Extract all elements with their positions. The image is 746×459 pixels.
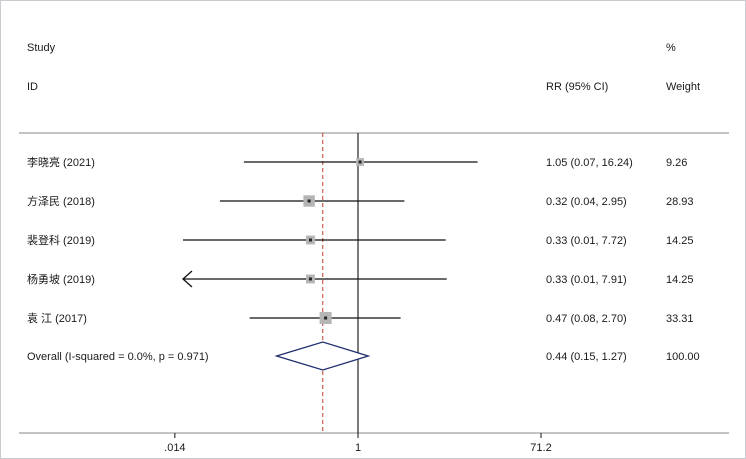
header-weight: Weight [666,81,700,93]
header-id: ID [27,81,38,93]
header-weight-symbol: % [666,42,676,54]
point-estimate [358,160,362,164]
study-label: 裴登科 (2019) [27,233,95,247]
overall-label: Overall (I-squared = 0.0%, p = 0.971) [27,351,209,363]
point-estimate [308,238,312,242]
ci-text: 1.05 (0.07, 16.24) [546,157,633,169]
study-rows: 李晓亮 (2021) 1.05 (0.07, 16.24) 9.26 方泽民 (201… [27,155,694,325]
overall-weight-text: 100.00 [666,351,700,363]
study-row: 方泽民 (2018) 0.32 (0.04, 2.95) 28.93 [27,194,694,208]
weight-text: 9.26 [666,157,687,169]
x-tick-label: 71.2 [530,442,551,454]
study-label: 杨勇坡 (2019) [27,272,95,286]
study-label: 袁 江 (2017) [27,312,87,325]
header-study: Study [27,42,56,54]
study-label: 李晓亮 (2021) [27,155,95,169]
overall-row: Overall (I-squared = 0.0%, p = 0.971) 0.4… [27,341,700,371]
weight-text: 33.31 [666,313,694,325]
study-row: 袁 江 (2017) 0.47 (0.08, 2.70) 33.31 [27,312,694,325]
weight-text: 14.25 [666,274,694,286]
overall-ci-text: 0.44 (0.15, 1.27) [546,351,627,363]
study-row: 杨勇坡 (2019) 0.33 (0.01, 7.91) 14.25 [27,270,694,288]
truncation-arrow [182,270,193,288]
x-tick-label: .014 [164,442,185,454]
ci-text: 0.33 (0.01, 7.72) [546,235,627,247]
x-axis-ticks: .014 1 71.2 [164,433,552,454]
study-row: 裴登科 (2019) 0.33 (0.01, 7.72) 14.25 [27,233,694,247]
overall-diamond [274,341,371,371]
ci-text: 0.33 (0.01, 7.91) [546,274,627,286]
study-row: 李晓亮 (2021) 1.05 (0.07, 16.24) 9.26 [27,155,687,169]
header-estimate: RR (95% CI) [546,81,608,93]
weight-text: 28.93 [666,196,694,208]
ci-text: 0.47 (0.08, 2.70) [546,313,627,325]
ci-text: 0.32 (0.04, 2.95) [546,196,627,208]
point-estimate [307,199,311,203]
point-estimate [324,316,328,320]
point-estimate [308,277,312,281]
weight-text: 14.25 [666,235,694,247]
x-tick-label: 1 [355,442,361,454]
study-label: 方泽民 (2018) [27,194,95,208]
